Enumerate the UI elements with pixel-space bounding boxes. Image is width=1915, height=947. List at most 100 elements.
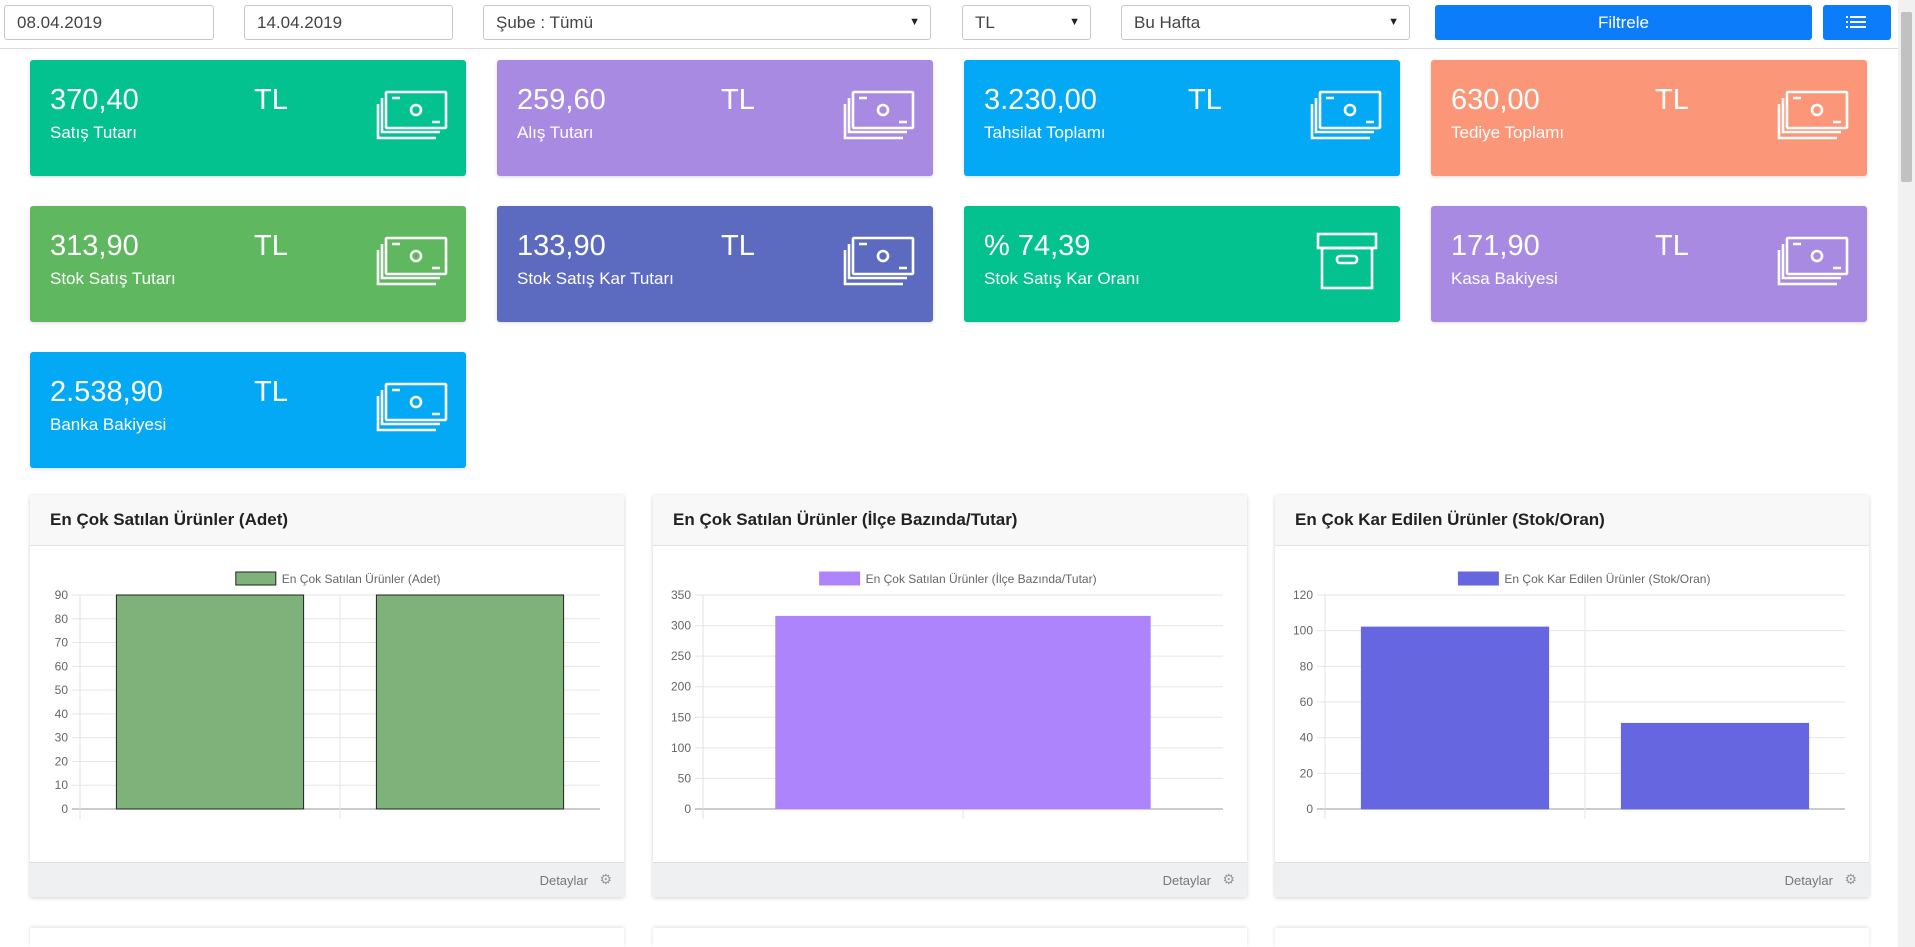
y-tick-label: 250 [671, 649, 691, 663]
stat-currency: TL [254, 84, 288, 116]
dropdown-caret-icon: ▼ [909, 16, 920, 28]
y-tick-label: 30 [55, 731, 69, 745]
stat-value: 630,00 [1451, 84, 1540, 116]
stat-tile: 2.538,90 TL Banka Bakiyesi [30, 352, 466, 468]
stat-tile: 133,90 TL Stok Satış Kar Tutarı [497, 206, 933, 322]
y-tick-label: 70 [55, 636, 69, 650]
stat-value: 3.230,00 [984, 84, 1097, 116]
bar-chart: En Çok Satılan Ürünler (İlçe Bazında/Tut… [671, 571, 1223, 819]
bar[interactable] [115, 594, 305, 810]
branch-select[interactable]: Şube : Tümü ▼ [483, 5, 931, 40]
y-tick-label: 0 [1306, 802, 1313, 816]
details-link[interactable]: Detaylar [539, 873, 588, 888]
list-view-button[interactable] [1823, 5, 1891, 40]
scrollbar-track[interactable] [1898, 0, 1915, 947]
stat-currency: TL [254, 230, 288, 262]
chart-card: En Çok Satılan Ürünler (Adet) Detaylar ⚙ En… [30, 495, 624, 897]
y-tick-label: 20 [55, 754, 69, 768]
dropdown-caret-icon: ▼ [1069, 16, 1080, 28]
y-tick-label: 60 [55, 659, 69, 673]
money-icon [376, 382, 448, 432]
filter-button[interactable]: Filtrele [1435, 5, 1812, 40]
period-select-value: Bu Hafta [1134, 13, 1201, 32]
chart-card: En Çok Kar Edilen Ürünler (Stok/Oran) Det… [1275, 495, 1869, 897]
y-tick-label: 150 [671, 710, 691, 724]
period-select[interactable]: Bu Hafta ▼ [1121, 5, 1410, 40]
chart-card-title: En Çok Satılan Ürünler (İlçe Bazında/Tut… [653, 495, 1247, 546]
chart-card-footer: Detaylar ⚙ [1275, 862, 1869, 897]
legend-swatch[interactable] [819, 571, 861, 586]
stat-currency: TL [721, 230, 755, 262]
stat-tile: 3.230,00 TL Tahsilat Toplamı [964, 60, 1400, 176]
stat-label: Tediye Toplamı [1451, 123, 1565, 142]
stat-value: 133,90 [517, 230, 606, 262]
gear-icon[interactable]: ⚙ [1844, 871, 1857, 887]
list-icon [1846, 16, 1866, 31]
next-card-stub [653, 928, 1247, 947]
legend-label[interactable]: En Çok Satılan Ürünler (Adet) [282, 572, 441, 586]
legend-label[interactable]: En Çok Satılan Ürünler (İlçe Bazında/Tut… [866, 572, 1097, 586]
y-tick-label: 50 [678, 771, 692, 785]
y-tick-label: 0 [684, 802, 691, 816]
stat-tile: 370,40 TL Satış Tutarı [30, 60, 466, 176]
chart-card-title: En Çok Satılan Ürünler (Adet) [30, 495, 624, 546]
stat-label: Satış Tutarı [50, 123, 137, 142]
y-tick-label: 100 [1293, 624, 1313, 638]
y-tick-label: 200 [671, 680, 691, 694]
y-tick-label: 80 [1300, 659, 1314, 673]
stat-label: Banka Bakiyesi [50, 415, 167, 434]
stat-tile: 259,60 TL Alış Tutarı [497, 60, 933, 176]
y-tick-label: 350 [671, 588, 691, 602]
y-tick-label: 90 [55, 588, 69, 602]
y-tick-label: 50 [55, 683, 69, 697]
gear-icon[interactable]: ⚙ [599, 871, 612, 887]
branch-select-value: Şube : Tümü [496, 13, 594, 32]
archive-box-icon [1316, 232, 1378, 290]
money-icon [843, 90, 915, 140]
stat-value: 313,90 [50, 230, 139, 262]
start-date-input[interactable]: 08.04.2019 [4, 5, 214, 40]
details-link[interactable]: Detaylar [1784, 873, 1833, 888]
y-tick-label: 10 [55, 778, 69, 792]
stat-label: Stok Satış Kar Oranı [984, 269, 1140, 288]
dropdown-caret-icon: ▼ [1388, 16, 1399, 28]
stat-currency: TL [1655, 84, 1689, 116]
legend-label[interactable]: En Çok Kar Edilen Ürünler (Stok/Oran) [1504, 572, 1710, 586]
bar[interactable] [1360, 626, 1550, 810]
stat-label: Tahsilat Toplamı [984, 123, 1106, 142]
scrollbar-thumb[interactable] [1901, 12, 1912, 182]
y-tick-label: 60 [1300, 695, 1314, 709]
money-icon [376, 90, 448, 140]
stat-currency: TL [721, 84, 755, 116]
legend-swatch[interactable] [1457, 571, 1499, 586]
chart-card-footer: Detaylar ⚙ [30, 862, 624, 897]
y-tick-label: 120 [1293, 588, 1313, 602]
bar[interactable] [1620, 722, 1810, 810]
gear-icon[interactable]: ⚙ [1222, 871, 1235, 887]
end-date-input[interactable]: 14.04.2019 [244, 5, 453, 40]
stat-value: % 74,39 [984, 230, 1091, 262]
bar[interactable] [775, 615, 1151, 810]
stat-value: 171,90 [1451, 230, 1540, 262]
currency-select[interactable]: TL ▼ [962, 5, 1091, 40]
y-tick-label: 40 [1300, 731, 1314, 745]
stat-tile: 313,90 TL Stok Satış Tutarı [30, 206, 466, 322]
y-tick-label: 100 [671, 741, 691, 755]
bar-chart: En Çok Kar Edilen Ürünler (Stok/Oran) 0 20… [1293, 571, 1845, 819]
details-link[interactable]: Detaylar [1162, 873, 1211, 888]
chart-card: En Çok Satılan Ürünler (İlçe Bazında/Tut… [653, 495, 1247, 897]
y-tick-label: 0 [61, 802, 68, 816]
stat-currency: TL [1188, 84, 1222, 116]
y-tick-label: 300 [671, 619, 691, 633]
money-icon [1777, 236, 1849, 286]
legend-swatch[interactable] [235, 571, 277, 586]
y-tick-label: 80 [55, 612, 69, 626]
stat-label: Alış Tutarı [517, 123, 594, 142]
next-card-stub [30, 928, 624, 947]
stat-value: 259,60 [517, 84, 606, 116]
stat-label: Stok Satış Kar Tutarı [517, 269, 674, 288]
stat-tile: 171,90 TL Kasa Bakiyesi [1431, 206, 1867, 322]
money-icon [1777, 90, 1849, 140]
next-card-stub [1275, 928, 1869, 947]
bar[interactable] [375, 594, 565, 810]
